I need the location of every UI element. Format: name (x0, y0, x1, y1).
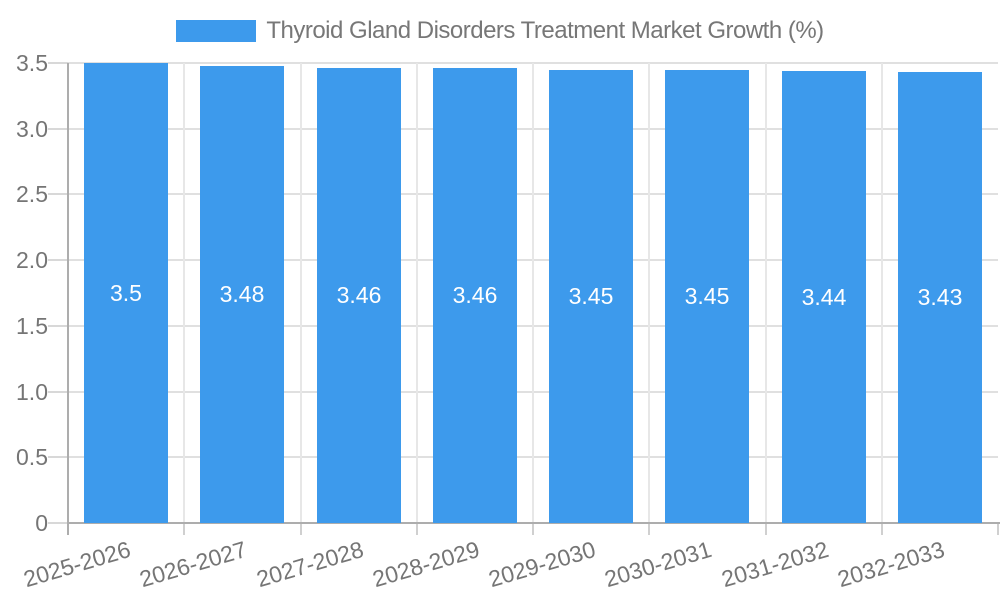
y-tick (48, 128, 68, 130)
bar: 3.5 (84, 63, 168, 523)
bar: 3.46 (317, 68, 401, 523)
x-axis-line (68, 522, 1000, 524)
y-axis-label: 0.5 (16, 444, 48, 470)
bar-value-label: 3.44 (801, 283, 847, 310)
x-tick (765, 523, 767, 535)
y-tick (48, 391, 68, 393)
y-axis-label: 1.5 (16, 313, 48, 339)
bar-value-label: 3.43 (917, 284, 963, 310)
bar-value-label: 3.5 (110, 279, 142, 306)
legend-label: Thyroid Gland Disorders Treatment Market… (266, 17, 824, 44)
bar: 3.46 (433, 68, 517, 523)
y-axis-label: 3.5 (16, 50, 48, 76)
bar-value-label: 3.45 (684, 283, 730, 309)
y-tick (48, 456, 68, 458)
x-tick (532, 523, 534, 535)
y-axis-line (67, 63, 69, 535)
y-tick (48, 193, 68, 195)
x-gridline (765, 63, 767, 523)
bar-value-label: 3.45 (568, 283, 614, 309)
y-tick (48, 259, 68, 261)
bar-value-label: 3.48 (219, 281, 265, 307)
y-axis-label: 2.5 (16, 181, 48, 207)
x-gridline (648, 63, 650, 523)
x-tick (300, 523, 302, 535)
x-tick (183, 523, 185, 535)
x-tick (881, 523, 883, 535)
x-gridline (881, 63, 883, 523)
chart-legend: Thyroid Gland Disorders Treatment Market… (0, 17, 1000, 45)
bar: 3.45 (665, 70, 749, 523)
y-tick (48, 522, 68, 524)
y-axis-label: 0 (35, 510, 48, 536)
y-tick (48, 62, 68, 64)
bar-value-label: 3.46 (336, 282, 382, 308)
x-gridline (416, 63, 418, 523)
bar-value-label: 3.46 (452, 282, 498, 308)
x-gridline (183, 63, 185, 523)
legend-swatch (176, 20, 257, 42)
bar: 3.48 (200, 66, 284, 523)
bar: 3.44 (782, 71, 866, 523)
y-axis-label: 2.0 (16, 247, 48, 273)
y-tick (48, 325, 68, 327)
x-tick (648, 523, 650, 535)
x-gridline (532, 63, 534, 523)
y-axis-label: 1.0 (16, 379, 48, 405)
bar: 3.43 (898, 72, 982, 523)
x-gridline (300, 63, 302, 523)
x-tick (416, 523, 418, 535)
y-axis-label: 3.0 (16, 116, 48, 142)
bar: 3.45 (549, 70, 633, 523)
x-tick (997, 523, 999, 535)
